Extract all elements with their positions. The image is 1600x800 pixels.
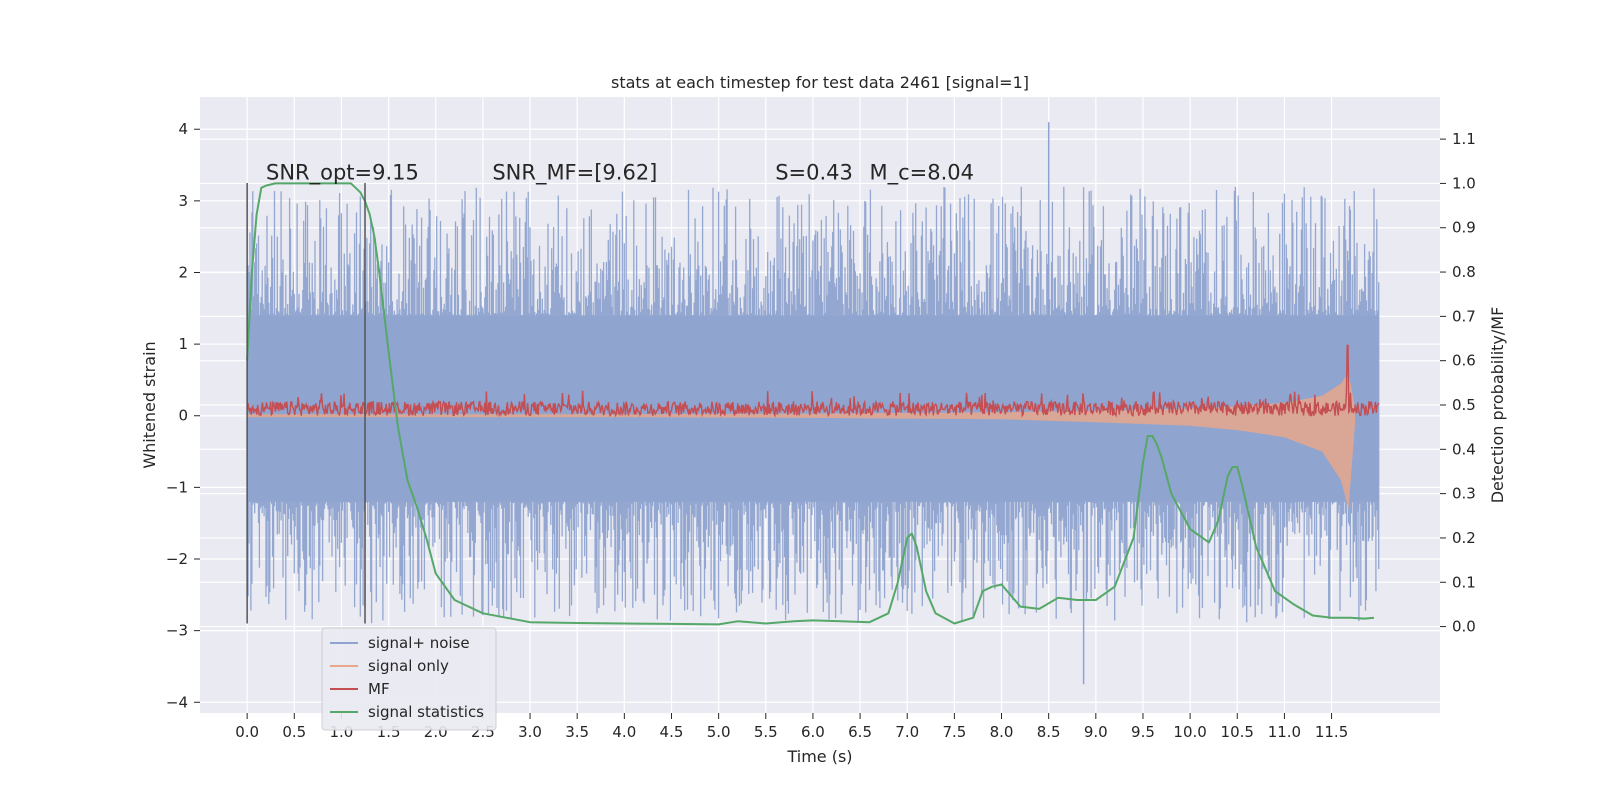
x-tick-label: 9.0	[1084, 723, 1108, 741]
y2-tick-label: 0.8	[1452, 263, 1476, 281]
series-signal-statistics	[246, 182, 1375, 626]
y2-tick-label: 0.2	[1452, 529, 1476, 547]
x-tick-label: 8.5	[1037, 723, 1061, 741]
legend-label: signal statistics	[368, 703, 484, 721]
y-tick-label: 0	[178, 407, 188, 425]
x-tick-label: 11.5	[1315, 723, 1348, 741]
y2-tick-label: 1.1	[1452, 130, 1476, 148]
x-axis-label: Time (s)	[786, 747, 852, 766]
chart-title: stats at each timestep for test data 246…	[611, 73, 1029, 92]
x-tick-label: 0.0	[235, 723, 259, 741]
x-tick-label: 6.0	[801, 723, 825, 741]
window-markers	[246, 182, 366, 624]
x-tick-label: 3.0	[518, 723, 542, 741]
annotation-text: S=0.43	[775, 160, 853, 184]
x-tick-label: 10.0	[1173, 723, 1206, 741]
y2-axis-label: Detection probability/MF	[1488, 307, 1507, 504]
x-tick-label: 8.0	[990, 723, 1014, 741]
y2-tick-label: 0.3	[1452, 485, 1476, 503]
y-tick-label: −3	[166, 622, 188, 640]
y-tick-label: −1	[166, 478, 188, 496]
y-axis-label: Whitened strain	[140, 341, 159, 468]
x-tick-label: 3.5	[565, 723, 589, 741]
legend-label: MF	[368, 680, 390, 698]
y2-tick-label: 0.5	[1452, 396, 1476, 414]
y2-tick-label: 0.9	[1452, 219, 1476, 237]
x-tick-label: 4.0	[612, 723, 636, 741]
y-tick-label: −2	[166, 550, 188, 568]
x-tick-label: 10.5	[1221, 723, 1254, 741]
legend-label: signal+ noise	[368, 634, 470, 652]
y-tick-label: 2	[178, 263, 188, 281]
legend-label: signal only	[368, 657, 449, 675]
x-tick-label: 7.0	[895, 723, 919, 741]
x-tick-label: 11.0	[1268, 723, 1301, 741]
x-tick-label: 6.5	[848, 723, 872, 741]
y2-tick-label: 0.6	[1452, 352, 1476, 370]
annotation-text: SNR_opt=9.15	[266, 160, 419, 185]
x-tick-label: 7.5	[942, 723, 966, 741]
y-axis-ticks: −4 −3 −2 −1 0 1 2 3 4	[166, 120, 200, 711]
y2-tick-label: 0.7	[1452, 307, 1476, 325]
y2-tick-label: 1.0	[1452, 174, 1476, 192]
y2-axis-ticks: 0.0 0.1 0.2 0.3 0.4 0.5 0.6 0.7 0.8 0.9 1.0 1.1	[1440, 130, 1476, 636]
annotation-text: M_c=8.04	[870, 160, 975, 185]
annotation-text: SNR_MF=[9.62]	[492, 160, 657, 185]
x-tick-label: 5.0	[707, 723, 731, 741]
y-tick-label: 1	[178, 335, 188, 353]
y2-tick-label: 0.1	[1452, 573, 1476, 591]
y-tick-label: −4	[166, 693, 188, 711]
series-mf	[246, 344, 1380, 418]
x-tick-label: 4.5	[660, 723, 684, 741]
y-tick-label: 4	[178, 120, 188, 138]
y2-tick-label: 0.4	[1452, 440, 1476, 458]
y-tick-label: 3	[178, 192, 188, 210]
y2-tick-label: 0.0	[1452, 618, 1476, 636]
x-tick-label: 9.5	[1131, 723, 1155, 741]
legend: signal+ noise signal only MF signal statist…	[321, 627, 497, 731]
x-tick-label: 0.5	[282, 723, 306, 741]
signal-statistics-line	[246, 182, 1375, 626]
legend-box	[321, 627, 497, 731]
annotations: SNR_opt=9.15 SNR_MF=[9.62] S=0.43 M_c=8.04	[266, 160, 974, 185]
mf-line	[246, 344, 1380, 418]
x-tick-label: 5.5	[754, 723, 778, 741]
noise-extreme-peaks	[1047, 122, 1085, 685]
